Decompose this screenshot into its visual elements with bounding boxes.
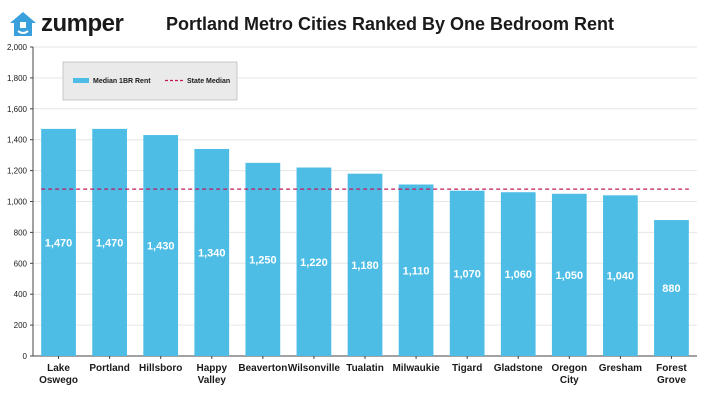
y-tick-label: 0 (23, 352, 28, 361)
y-tick-label: 200 (14, 321, 28, 330)
bar (92, 128, 127, 356)
y-tick-label: 600 (14, 259, 28, 268)
bar (194, 148, 230, 356)
house-icon (10, 12, 36, 36)
category-label: Wilsonville (288, 363, 341, 374)
bar (41, 128, 76, 356)
category-label: Tigard (452, 363, 482, 374)
category-label: Gladstone (494, 363, 543, 374)
zumper-logo: zumper (8, 9, 124, 39)
bar-value-label: 1,070 (453, 268, 481, 280)
category-label: Lake Oswego (39, 363, 78, 386)
bar-value-label: 880 (662, 283, 680, 295)
bar (143, 135, 179, 356)
legend-swatch-bar (73, 78, 89, 83)
bar-value-label: 1,110 (403, 265, 430, 277)
category-label: Forest Grove (656, 363, 687, 386)
category-label: Beaverton (238, 363, 287, 374)
legend-label-median-rent: Median 1BR Rent (93, 78, 151, 85)
bar-value-label: 1,470 (96, 237, 124, 249)
bar (398, 184, 434, 356)
bar-value-label: 1,220 (300, 257, 328, 269)
y-tick-label: 1,600 (7, 105, 28, 114)
bar (245, 162, 281, 356)
bar-value-label: 1,050 (556, 270, 584, 282)
y-tick-label: 1,000 (7, 198, 28, 207)
y-tick-label: 1,200 (7, 167, 28, 176)
category-label: Tualatin (346, 363, 384, 374)
bar-value-label: 1,340 (198, 247, 226, 259)
category-label: Gresham (599, 363, 642, 374)
category-label: Hillsboro (139, 363, 182, 374)
bar-value-label: 1,470 (45, 237, 73, 249)
bar (296, 167, 332, 356)
bar (603, 195, 638, 356)
y-tick-label: 800 (14, 228, 28, 237)
category-label: Milwaukie (392, 363, 440, 374)
y-tick-label: 2,000 (7, 43, 28, 52)
bar-value-label: 1,040 (607, 271, 635, 283)
category-label: Happy Valley (196, 363, 227, 386)
category-label: Portland (89, 363, 130, 374)
legend-box (62, 61, 238, 101)
y-tick-label: 400 (14, 290, 28, 299)
bar (500, 192, 536, 356)
y-tick-label: 1,400 (7, 136, 28, 145)
bar-value-label: 1,250 (249, 254, 277, 266)
bar (347, 173, 383, 356)
bar (654, 220, 689, 356)
bar-value-label: 1,430 (147, 241, 175, 253)
bar (449, 190, 485, 356)
bar-value-label: 1,180 (351, 260, 379, 272)
bar-value-label: 1,060 (504, 269, 532, 281)
legend-label-state-median: State Median (187, 78, 230, 85)
category-label: Oregon City (552, 363, 588, 386)
y-tick-label: 1,800 (7, 74, 28, 83)
chart-title: Portland Metro Cities Ranked By One Bedr… (165, 14, 615, 34)
brand-name: zumper (41, 10, 124, 37)
bar (551, 193, 587, 356)
